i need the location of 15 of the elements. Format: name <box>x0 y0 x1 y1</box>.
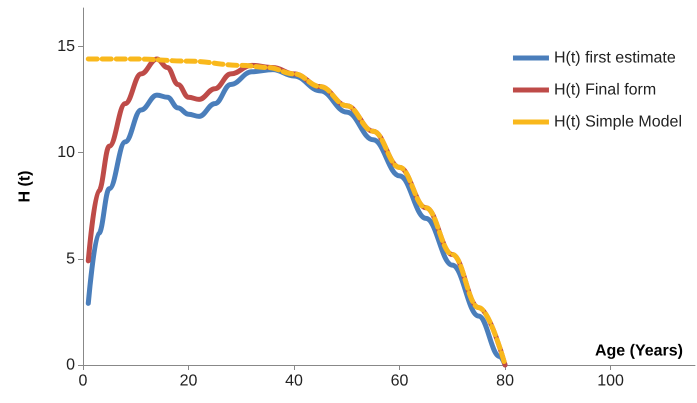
x-tick-label: 0 <box>78 372 88 390</box>
y-tick-label: 0 <box>66 356 76 374</box>
x-tick-label: 100 <box>597 372 624 390</box>
legend-label: H(t) first estimate <box>554 50 676 66</box>
legend-label: H(t) Final form <box>554 82 656 98</box>
y-tick-label: 5 <box>66 250 76 268</box>
x-tick-label: 40 <box>285 372 304 390</box>
y-axis-title: H (t) <box>16 170 34 202</box>
y-tick-label: 10 <box>57 144 76 161</box>
legend-label: H(t) Simple Model <box>554 114 682 130</box>
x-axis-title: Age (Years) <box>594 342 683 360</box>
x-tick-label: 60 <box>390 372 409 390</box>
x-tick-label: 20 <box>180 372 198 390</box>
y-tick-label: 15 <box>57 38 76 55</box>
x-tick-label: 80 <box>496 372 514 390</box>
